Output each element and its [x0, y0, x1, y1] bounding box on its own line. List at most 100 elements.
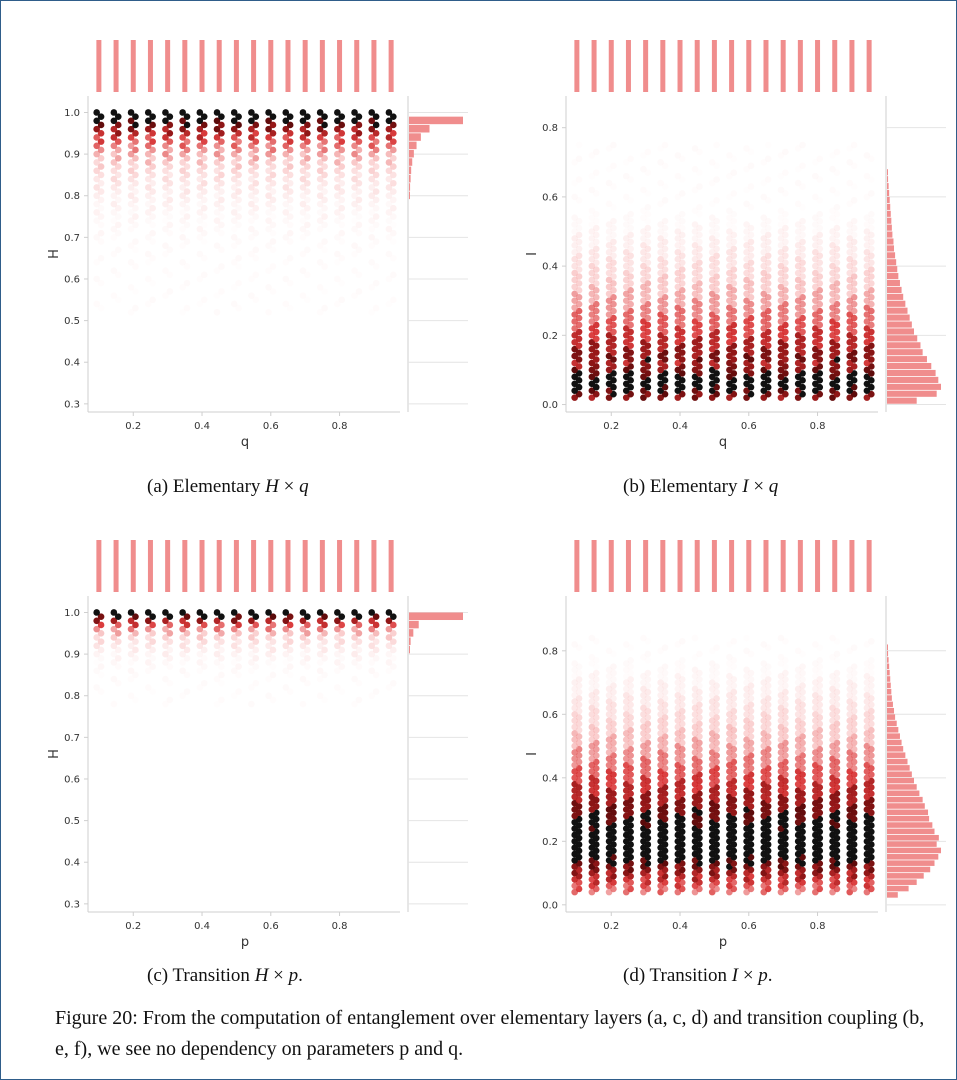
scatter-point: [334, 134, 341, 141]
scatter-point: [265, 117, 272, 125]
scatter-point: [622, 172, 630, 180]
scatter-point: [794, 672, 802, 680]
scatter-point: [269, 171, 277, 179]
scatter-point: [644, 669, 652, 677]
scatter-point: [355, 196, 363, 204]
scatter-point: [351, 609, 358, 616]
scatter-point: [674, 152, 682, 159]
scatter-point: [149, 113, 156, 120]
scatter-point: [127, 675, 135, 683]
scatter-point: [351, 642, 358, 650]
scatter-point: [833, 245, 841, 253]
scatter-point: [777, 172, 785, 180]
scatter-point: [777, 660, 785, 667]
scatter-point: [760, 248, 768, 256]
scatter-point: [304, 138, 311, 145]
scatter-point: [110, 700, 118, 708]
scatter-point: [661, 224, 669, 232]
scatter-point: [218, 671, 225, 679]
scatter-point: [321, 613, 328, 620]
scatter-point: [355, 696, 363, 704]
scatter-point: [162, 117, 169, 125]
scatter-point: [610, 162, 617, 170]
y-tick-label: 1.0: [64, 608, 80, 619]
scatter-point: [114, 638, 122, 645]
scatter-point: [196, 659, 204, 666]
scatter-point: [691, 666, 699, 674]
scatter-point: [183, 113, 191, 120]
x-tick-label: 0.8: [332, 921, 348, 932]
scatter-point: [351, 184, 358, 191]
scatter-point: [846, 242, 854, 249]
y-tick-label: 0.7: [64, 233, 80, 244]
scatter-point: [351, 150, 358, 158]
scatter-point: [355, 221, 363, 229]
scatter-point: [299, 209, 307, 216]
scatter-point: [708, 660, 716, 667]
x-tick-label: 0.4: [194, 921, 210, 932]
scatter-point: [213, 125, 221, 133]
scatter-point: [200, 154, 208, 162]
scatter-point: [730, 676, 738, 683]
scatter-point: [592, 252, 600, 260]
scatter-point: [132, 154, 139, 162]
scatter-point: [230, 175, 238, 183]
scatter-point: [812, 172, 819, 180]
scatter-point: [248, 250, 255, 258]
scatter-point: [868, 217, 875, 225]
scatter-point: [110, 142, 118, 150]
scatter-point: [127, 242, 135, 249]
right-hist-bar: [409, 620, 419, 629]
top-hist-bar: [591, 540, 597, 592]
scatter-point: [368, 167, 376, 175]
scatter-point: [218, 246, 225, 254]
scatter-point: [355, 204, 363, 212]
scatter-point: [183, 154, 191, 162]
scatter-point: [93, 609, 100, 616]
scatter-point: [162, 650, 169, 658]
scatter-point: [304, 179, 311, 187]
scatter-point: [829, 653, 836, 661]
scatter-point: [97, 163, 105, 170]
scatter-point: [644, 203, 652, 211]
scatter-point: [782, 224, 789, 232]
scatter-point: [575, 155, 583, 163]
scatter-point: [708, 214, 716, 221]
scatter-point: [334, 117, 341, 125]
scatter-point: [760, 221, 768, 228]
scatter-point: [338, 638, 346, 645]
scatter-point: [355, 146, 363, 154]
right-hist-bar: [887, 746, 904, 752]
scatter-point: [674, 221, 682, 228]
scatter-point: [213, 650, 221, 658]
right-hist-bar: [409, 166, 412, 175]
scatter-point: [760, 179, 768, 187]
scatter-point: [678, 224, 686, 232]
scatter-point: [299, 267, 307, 274]
scatter-point: [657, 685, 664, 693]
scatter-point: [390, 146, 397, 154]
scatter-point: [286, 238, 294, 245]
top-hist-bar: [746, 540, 752, 592]
top-hist-bar: [113, 40, 119, 92]
scatter-point: [385, 159, 393, 166]
scatter-point: [248, 225, 255, 233]
scatter-point: [657, 228, 664, 235]
right-hist-bar: [887, 644, 888, 651]
scatter-point: [149, 621, 156, 629]
scatter-point: [265, 642, 272, 650]
scatter-point: [708, 666, 716, 674]
right-hist-bar: [887, 803, 925, 809]
scatter-point: [196, 142, 204, 150]
scatter-point: [218, 138, 225, 145]
scatter-point: [144, 209, 152, 216]
scatter-point: [132, 129, 139, 137]
scatter-point: [829, 679, 836, 686]
scatter-point: [114, 179, 122, 187]
scatter-point: [110, 134, 118, 141]
scatter-point: [863, 666, 871, 674]
scatter-point: [97, 196, 105, 204]
scatter-point: [372, 171, 380, 179]
scatter-point: [166, 288, 174, 295]
scatter-point: [166, 663, 174, 670]
